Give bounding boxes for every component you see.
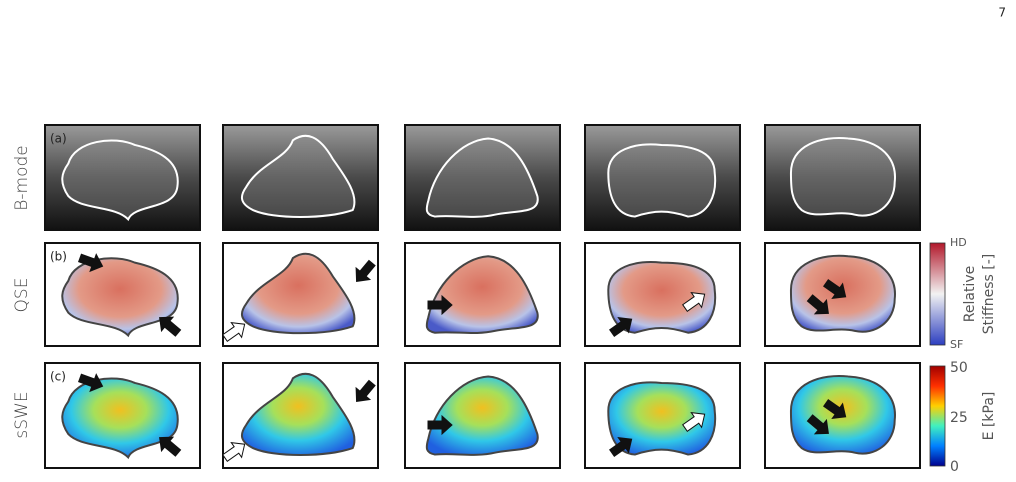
arrow: [159, 436, 182, 457]
arrow: [609, 436, 633, 457]
row-label: B-mode: [12, 145, 32, 210]
image-panel: [222, 124, 379, 231]
colorbar: [929, 242, 946, 346]
row-label: sSWE: [12, 391, 32, 438]
elastogram: [427, 376, 538, 454]
image-panel: [44, 124, 201, 231]
image-panel: [404, 124, 561, 231]
arrow: [355, 379, 376, 402]
arrow: [806, 294, 829, 315]
page-number: 7: [998, 6, 1006, 20]
arrow: [806, 414, 829, 435]
arrow: [159, 316, 182, 337]
colorbar-label: HD: [950, 236, 967, 249]
gland-outline: [791, 138, 895, 216]
panel-label: (b): [50, 250, 67, 264]
arrow: [222, 441, 246, 462]
arrow: [427, 414, 453, 436]
row-label: QSE: [12, 278, 32, 313]
arrow: [682, 291, 706, 312]
colorbar-title: Stiffness [-]: [981, 254, 997, 334]
colorbar-tick: 25: [950, 410, 968, 426]
colorbar: [929, 365, 946, 467]
colorbar-tick: 50: [950, 360, 968, 376]
panel-label: (a): [50, 132, 67, 146]
arrow: [682, 411, 706, 432]
arrow: [77, 373, 104, 393]
colorbar-tick: 0: [950, 459, 959, 475]
arrow: [355, 259, 376, 282]
arrow: [609, 316, 633, 337]
arrow: [427, 294, 453, 316]
panel-label: (c): [50, 370, 66, 384]
arrow: [823, 279, 847, 300]
elastogram: [427, 256, 538, 333]
arrow: [823, 399, 847, 420]
arrow: [222, 321, 246, 342]
gland-outline: [427, 138, 538, 216]
image-grid: (a) (b) (c): [45, 125, 920, 468]
gland-outline: [62, 140, 177, 219]
gland-outline: [242, 136, 355, 217]
colorbar-title: E [kPa]: [981, 392, 997, 441]
elastogram: [242, 374, 355, 455]
arrow: [77, 253, 104, 273]
colorbar-label: SF: [950, 338, 963, 351]
colorbar-title: Relative: [962, 266, 978, 322]
elastogram: [242, 254, 355, 333]
gland-outline: [608, 144, 715, 216]
